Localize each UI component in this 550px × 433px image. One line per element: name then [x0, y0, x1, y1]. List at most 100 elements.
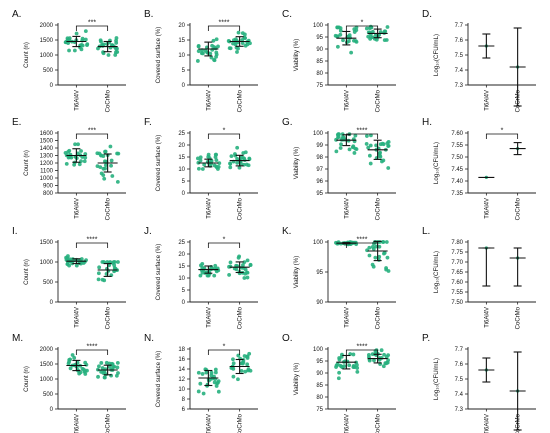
y-tick-label: 7.75 — [451, 250, 463, 256]
y-tick-label: 16 — [178, 357, 185, 363]
data-point — [226, 39, 231, 43]
data-point — [102, 278, 107, 283]
data-point — [382, 352, 386, 357]
y-tick-label: 90 — [316, 300, 323, 306]
y-axis-label: Count (n) — [23, 42, 30, 68]
data-point — [235, 145, 240, 150]
y-tick-label: 0 — [50, 83, 54, 89]
data-point — [198, 381, 203, 386]
data-point — [233, 37, 238, 42]
data-point — [338, 363, 343, 368]
y-tick-label: 25 — [178, 240, 185, 246]
y-tick-label: 2000 — [40, 23, 54, 29]
y-tick-label: 6 — [182, 407, 186, 413]
y-tick-label: 10 — [178, 387, 185, 393]
data-point — [381, 240, 385, 244]
x-tick-label: Ti6Al4V — [344, 414, 350, 433]
significance-label: * — [223, 237, 226, 244]
data-point — [97, 151, 102, 156]
data-point — [245, 275, 250, 280]
significance-bracket — [207, 25, 241, 31]
data-point — [245, 362, 250, 367]
data-point — [115, 179, 120, 184]
data-point — [109, 158, 114, 163]
data-point — [97, 265, 102, 270]
data-point — [113, 53, 118, 57]
y-tick-label: 80 — [316, 395, 323, 401]
data-point — [100, 366, 105, 370]
data-point — [367, 253, 372, 258]
y-axis-label: Covered surface (%) — [155, 351, 162, 408]
data-point — [210, 43, 215, 48]
data-point — [80, 43, 85, 48]
panel-p: P. 7.3 7.4 7.5 7.6 7.7 Log₁₀(CFU/mL) Ti6Al4V CoC… — [422, 333, 536, 433]
data-point — [196, 166, 201, 171]
panel-c: C. 75 80 85 90 95 100 Viability (%) Ti6Al4V CoCrM… — [282, 9, 396, 112]
x-tick-label: CoCrMo — [516, 197, 522, 220]
data-point — [101, 51, 106, 56]
y-tick-label: 7.4 — [455, 392, 464, 398]
data-point — [352, 30, 357, 34]
data-point — [235, 156, 240, 161]
x-tick-label: CoCrMo — [376, 413, 382, 433]
x-tick-label: CoCrMo — [376, 197, 382, 220]
y-axis-label: Viability (%) — [293, 256, 300, 289]
panel-label: B. — [144, 9, 153, 20]
x-tick-label: Ti6Al4V — [484, 90, 490, 111]
panel-label: C. — [282, 9, 292, 20]
y-tick-label: 25 — [178, 131, 185, 137]
data-point — [99, 361, 104, 365]
data-point — [75, 151, 80, 156]
y-axis-label: Covered surface (%) — [155, 27, 162, 84]
data-point — [236, 46, 240, 51]
x-tick-label: Ti6Al4V — [206, 414, 212, 433]
significance-label: **** — [357, 128, 368, 135]
y-tick-label: 1500 — [40, 240, 54, 246]
data-point — [227, 273, 232, 277]
data-point — [234, 267, 239, 272]
y-axis-label: Log₁₀(CFU/mL) — [433, 358, 440, 400]
data-point — [337, 357, 342, 362]
y-tick-label: 7.35 — [451, 191, 463, 197]
panel-label: E. — [12, 117, 21, 128]
data-point — [74, 31, 79, 36]
data-point — [228, 165, 233, 170]
y-tick-label: 1000 — [40, 377, 54, 383]
panel-label: A. — [12, 9, 21, 20]
significance-label: **** — [87, 344, 98, 351]
data-point — [116, 151, 121, 156]
y-axis-label: Viability (%) — [293, 363, 300, 396]
x-tick-label: CoCrMo — [106, 306, 112, 329]
data-point — [368, 143, 373, 148]
significance-label: * — [223, 128, 226, 135]
data-point — [107, 365, 112, 369]
x-tick-label: CoCrMo — [516, 89, 522, 112]
data-point — [107, 361, 112, 366]
data-point — [351, 364, 356, 368]
y-tick-label: 15 — [178, 264, 185, 270]
data-point — [196, 160, 201, 165]
data-point — [337, 370, 341, 375]
data-point — [200, 167, 205, 171]
x-tick-label: Ti6Al4V — [344, 307, 350, 328]
data-point — [195, 59, 200, 63]
y-tick-label: 7.6 — [455, 362, 464, 368]
data-point — [335, 132, 340, 137]
data-point — [83, 155, 88, 160]
data-point — [102, 176, 107, 181]
y-tick-label: 75 — [316, 407, 323, 413]
data-point — [217, 161, 222, 166]
data-point — [349, 50, 354, 55]
data-point — [199, 263, 203, 268]
y-tick-label: 7.50 — [451, 300, 463, 306]
data-point — [374, 143, 378, 148]
significance-bracket — [345, 25, 379, 31]
data-point — [77, 371, 82, 376]
data-point — [67, 263, 72, 268]
data-point — [228, 161, 232, 166]
panel-l: L. 7.50 7.55 7.60 7.65 7.70 7.75 7.80 Log₁₀(CFU/… — [422, 226, 536, 329]
significance-label: **** — [357, 344, 368, 351]
y-tick-label: 15 — [178, 155, 185, 161]
data-point — [114, 373, 119, 378]
y-tick-label: 5 — [182, 288, 186, 294]
